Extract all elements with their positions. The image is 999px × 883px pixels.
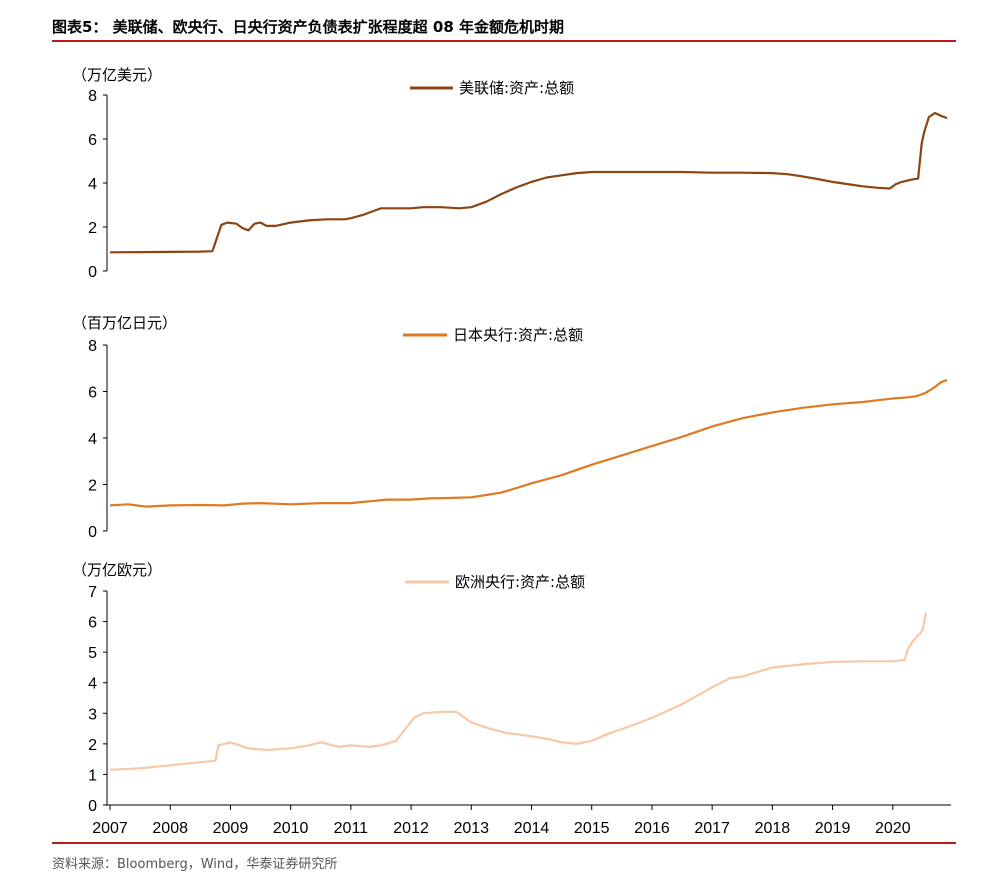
fed-y-tick-label: 4: [88, 176, 97, 193]
x-tick-label: 2007: [92, 820, 128, 837]
boj-y-tick-label: 4: [88, 431, 97, 448]
x-tick-label: 2018: [755, 820, 791, 837]
boj-unit-label: （百万亿日元）: [72, 314, 177, 332]
ecb-unit-label: （万亿欧元）: [72, 561, 162, 579]
boj-y-tick-label: 6: [88, 385, 97, 402]
fed-y-tick-label: 2: [88, 220, 97, 237]
ecb-y-tick-label: 0: [88, 798, 97, 815]
boj-legend-label: 日本央行:资产:总额: [453, 326, 583, 344]
ecb-series-line: [109, 612, 927, 771]
x-tick-label: 2009: [213, 820, 249, 837]
ecb-y-tick-label: 3: [88, 706, 97, 723]
top-rule: [52, 40, 956, 42]
ecb-panel: 0 1 2 3 4 5 6 7 （万亿欧元） 欧洲央行:资产:总额 2007 2008 2009 2010…: [72, 561, 951, 837]
x-tick-label: 2017: [694, 820, 730, 837]
boj-y-tick-label: 2: [88, 478, 97, 495]
x-tick-label: 2011: [334, 820, 369, 837]
x-tick-label: 2013: [453, 820, 489, 837]
source-note: 资料来源：Bloomberg，Wind，华泰证券研究所: [52, 857, 338, 872]
fed-y-tick-label: 0: [88, 264, 97, 281]
ecb-legend-label: 欧洲央行:资产:总额: [455, 573, 585, 591]
ecb-y-tick-label: 6: [88, 615, 97, 632]
ecb-y-tick-label: 5: [88, 645, 97, 662]
ecb-y-tick-label: 1: [88, 767, 97, 784]
x-tick-label: 2008: [152, 820, 188, 837]
x-tick-label: 2019: [815, 820, 851, 837]
boj-y-tick-label: 0: [88, 524, 97, 541]
x-tick-label: 2010: [273, 820, 309, 837]
x-tick-label: 2012: [393, 820, 429, 837]
fed-y-tick-label: 6: [88, 132, 97, 149]
fed-y-tick-label: 8: [88, 88, 97, 105]
ecb-y-tick-label: 7: [88, 584, 97, 601]
fed-unit-label: （万亿美元）: [72, 66, 162, 84]
fed-panel: 0 2 4 6 8 （万亿美元） 美联储:资产:总额: [72, 66, 948, 281]
fed-series-line: [109, 111, 948, 254]
ecb-y-tick-label: 4: [88, 676, 97, 693]
x-tick-label: 2020: [875, 820, 911, 837]
bottom-rule: [52, 842, 956, 844]
boj-y-tick-label: 8: [88, 338, 97, 355]
ecb-y-tick-label: 2: [88, 737, 97, 754]
x-tick-label: 2016: [634, 820, 670, 837]
boj-series-line: [109, 378, 948, 508]
fed-legend-label: 美联储:资产:总额: [459, 79, 574, 97]
boj-panel: 0 2 4 6 8 （百万亿日元） 日本央行:资产:总额: [72, 314, 948, 541]
chart-title: 图表5： 美联储、欧央行、日央行资产负债表扩张程度超 08 年金额危机时期: [52, 18, 564, 36]
x-tick-label: 2015: [574, 820, 610, 837]
x-tick-label: 2014: [514, 820, 550, 837]
